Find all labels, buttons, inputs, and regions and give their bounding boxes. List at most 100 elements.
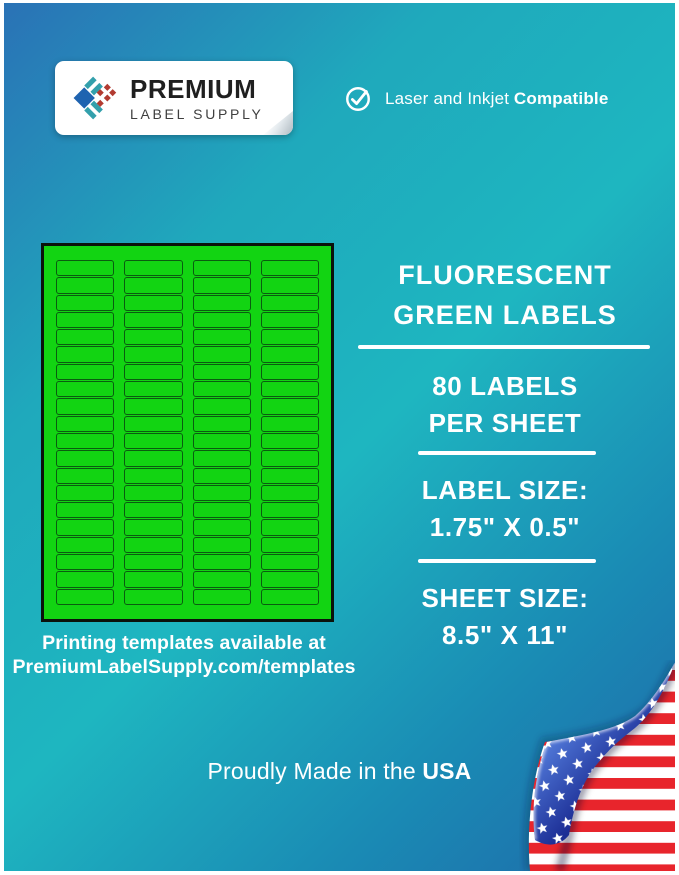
divider [358,345,650,349]
label-cell [260,502,319,519]
label-cell [260,311,319,329]
label-cell [124,432,183,450]
label-cell [260,536,319,554]
spec-sheet-size-line1: SHEET SIZE: [421,583,589,613]
spec-labels-per-sheet-line1: 80 LABELS [432,371,578,401]
label-cell [192,467,251,484]
label-cell [124,519,183,536]
label-cell [192,536,251,554]
label-cell [260,398,319,415]
label-column [124,260,183,605]
label-cell [124,484,183,502]
brand-name-line1: PREMIUM [130,73,257,104]
label-cell [56,588,115,605]
label-cell [124,398,183,415]
templates-note: Printing templates available at PremiumL… [8,632,360,679]
label-cell [56,467,115,484]
label-cell [124,502,183,519]
made-in-usa-regular: Proudly Made in the [207,758,416,784]
label-cell [56,415,115,432]
compatibility-text-regular: Laser and Inkjet [385,89,510,108]
label-cell [192,519,251,536]
label-cell [56,346,115,363]
label-cell [124,588,183,605]
label-cell [192,277,251,294]
brand-name-line2: LABEL SUPPLY [130,105,264,122]
label-cell [192,346,251,363]
logo-card-page-curl [263,111,293,135]
label-cell [260,363,319,381]
spec-sheet-size-line2: 8.5" X 11" [441,620,569,650]
spec-label-size-line1: LABEL SIZE: [421,475,589,505]
label-cell [124,346,183,363]
label-cell [124,571,183,588]
label-cell [124,554,183,571]
label-cell [124,450,183,467]
label-cell [124,536,183,554]
label-cell [56,260,115,277]
label-cell [124,363,183,381]
product-headline: FLUORESCENT GREEN LABELS [352,255,658,335]
label-cell [56,519,115,536]
made-in-usa-bold: USA [422,758,472,784]
label-cell [260,329,319,346]
label-cell [192,260,251,277]
spec-labels-per-sheet-line2: PER SHEET [428,408,582,438]
label-cell [260,467,319,484]
label-cell [192,311,251,329]
brand-logo-icon [73,76,117,120]
compatibility-text-bold: Compatible [513,89,609,108]
label-cell [260,415,319,432]
label-cell [56,554,115,571]
label-cell [260,588,319,605]
label-column [260,260,319,605]
label-cell [192,450,251,467]
check-circle-icon [346,87,370,111]
label-cell [56,536,115,554]
label-column [56,260,115,605]
label-cell [192,432,251,450]
label-cell [260,450,319,467]
label-cell [192,588,251,605]
label-cell [56,277,115,294]
label-cell [260,484,319,502]
compatibility-banner: Laser and Inkjet Compatible [344,85,608,113]
label-cell [56,502,115,519]
label-cell [192,571,251,588]
label-column [192,260,251,605]
usa-flag-page-curl-icon [523,660,675,871]
label-cell [56,484,115,502]
spec-label-size: LABEL SIZE: 1.75" X 0.5" [352,472,658,546]
label-cell [124,294,183,311]
brand-name: PREMIUM LABEL SUPPLY [130,76,264,121]
label-cell [260,294,319,311]
label-cell [192,398,251,415]
spec-sheet-size: SHEET SIZE: 8.5" X 11" [352,580,658,654]
label-cell [124,311,183,329]
divider [418,559,596,563]
label-cell [56,329,115,346]
label-cell [124,277,183,294]
label-cell [260,571,319,588]
label-cell [56,571,115,588]
label-cell [192,381,251,398]
label-cell [192,554,251,571]
label-cell [192,329,251,346]
made-in-usa-text: Proudly Made in the USA [0,758,679,785]
label-cell [192,294,251,311]
templates-url: PremiumLabelSupply.com/templates [12,655,356,678]
label-cell [260,432,319,450]
templates-note-line1: Printing templates available at [42,632,326,654]
label-cell [260,346,319,363]
label-cell [260,260,319,277]
label-cell [56,381,115,398]
spec-labels-per-sheet: 80 LABELS PER SHEET [352,368,658,442]
label-cell [124,329,183,346]
spec-label-size-line2: 1.75" X 0.5" [429,512,581,542]
label-cell [56,450,115,467]
label-cell [124,467,183,484]
label-cell [260,554,319,571]
headline-line1: FLUORESCENT [398,260,612,290]
label-cell [56,398,115,415]
